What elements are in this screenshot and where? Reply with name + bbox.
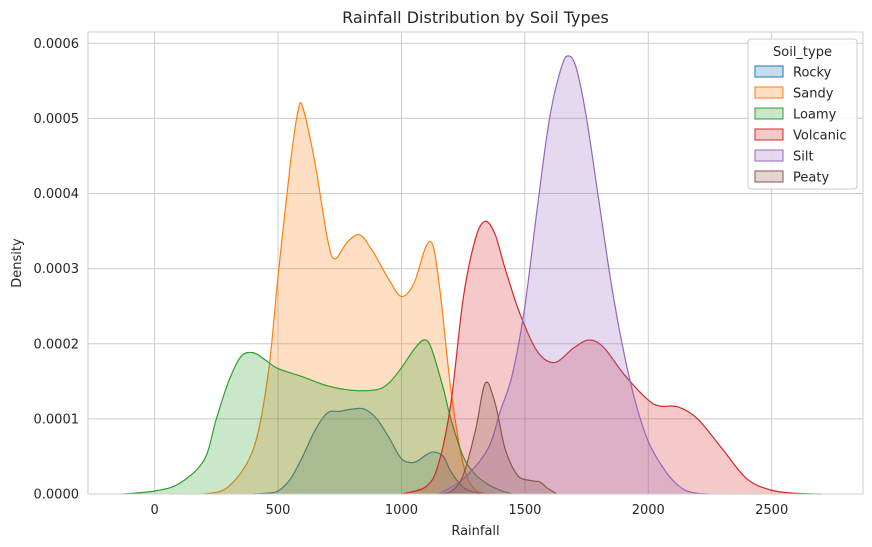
legend-label-loamy: Loamy	[793, 108, 837, 123]
y-tick-label: 0.0000	[34, 488, 80, 503]
legend-swatch-loamy	[754, 107, 784, 120]
y-tick-label: 0.0004	[34, 187, 80, 202]
density-line-sandy	[203, 101, 491, 495]
legend-label-peaty: Peaty	[793, 171, 829, 186]
legend-label-silt: Silt	[793, 150, 814, 165]
density-fill-silt	[438, 55, 710, 495]
legend-swatch-silt	[754, 149, 784, 162]
y-axis-label: Density	[10, 238, 25, 288]
density-line-loamy	[122, 339, 513, 495]
plot-frame	[87, 31, 864, 495]
legend-swatch-sandy	[754, 86, 784, 99]
x-tick-label: 2000	[632, 503, 665, 518]
x-tick-label: 1000	[385, 503, 418, 518]
density-fill-peaty	[438, 382, 557, 494]
legend-label-sandy: Sandy	[793, 87, 834, 102]
legend: Soil_type Rocky Sandy Loamy Volcanic Silt Peat…	[747, 38, 858, 190]
x-tick-label: 2500	[755, 503, 788, 518]
axes-frame	[87, 31, 864, 495]
density-fill-rocky	[253, 408, 488, 494]
x-tick-label: 500	[266, 503, 291, 518]
y-tick-label: 0.0002	[34, 337, 80, 352]
density-line-peaty	[438, 381, 558, 495]
density-line-volcanic	[401, 220, 822, 495]
density-line-rocky	[253, 407, 488, 495]
legend-label-rocky: Rocky	[793, 66, 832, 81]
y-tick-label: 0.0006	[34, 37, 80, 52]
y-axis-ticks: 0.0000 0.0001 0.0002 0.0003 0.0004 0.0005 0.00…	[34, 37, 80, 503]
legend-swatch-peaty	[754, 170, 784, 183]
chart-title: Rainfall Distribution by Soil Types	[342, 8, 609, 27]
legend-swatch-rocky	[754, 65, 784, 78]
x-tick-label: 0	[150, 503, 158, 518]
y-tick-label: 0.0005	[34, 112, 80, 127]
x-axis-label: Rainfall	[451, 524, 499, 539]
x-tick-label: 1500	[508, 503, 541, 518]
y-tick-label: 0.0003	[34, 262, 80, 277]
density-fill-sandy	[204, 102, 491, 494]
density-fill-loamy	[122, 339, 513, 494]
density-areas	[122, 55, 822, 495]
density-line-silt	[438, 55, 711, 495]
legend-label-volcanic: Volcanic	[793, 129, 847, 144]
x-axis-ticks: 0 500 1000 1500 2000 2500	[150, 503, 788, 518]
legend-swatch-volcanic	[754, 128, 784, 141]
legend-title: Soil_type	[773, 45, 832, 60]
y-tick-label: 0.0001	[34, 412, 80, 427]
